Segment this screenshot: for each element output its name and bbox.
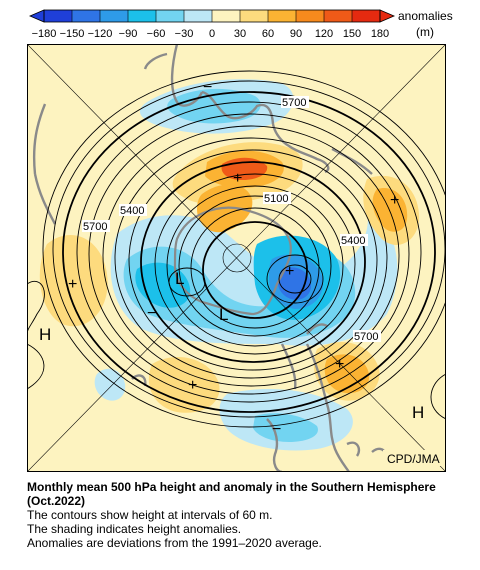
high-label-east: H: [412, 403, 424, 422]
colorbar-svg: −180 −150 −120 −90 −60 −30 0 30 60 90 120 150 180 an…: [28, 9, 453, 40]
map-svg: + + + + + + − − − 5700 5100 5400 5700: [27, 44, 446, 472]
colorbar-swatch: [100, 10, 129, 22]
colorbar-swatch: [352, 10, 381, 22]
colorbar-swatch: [128, 10, 157, 22]
colorbar-unit: (m): [416, 25, 434, 39]
colorbar-tick-label: −180: [32, 28, 57, 40]
colorbar-tick-label: −150: [60, 28, 85, 40]
plus-marker: +: [68, 276, 77, 293]
low-label-south: L: [219, 305, 228, 324]
plus-marker: +: [390, 192, 399, 209]
colorbar-tick-label: −90: [119, 28, 138, 40]
anomaly-colorbar: −180 −150 −120 −90 −60 −30 0 30 60 90 120 150 180 an…: [0, 0, 480, 44]
contour-label-5700-top: 5700: [282, 97, 306, 109]
contour-label-5700-right: 5700: [354, 331, 378, 343]
contour-label-5700-left: 5700: [83, 221, 107, 233]
graticule-diagonals: [27, 44, 446, 472]
colorbar-left-arrow: [28, 9, 45, 23]
anomaly-markers: + + + + + + − − −: [68, 79, 399, 438]
plus-marker: +: [233, 170, 242, 187]
colorbar-tick-label: 90: [290, 28, 302, 40]
strong-negative-shading: [135, 235, 341, 320]
map-frame: [27, 44, 446, 472]
figure-caption: Monthly mean 500 hPa height and anomaly …: [27, 480, 467, 550]
colorbar-tick-label: 30: [234, 28, 246, 40]
colorbar-tick-label: 60: [262, 28, 274, 40]
credit-label: CPD/JMA: [387, 452, 440, 466]
colorbar-right-arrow: [379, 9, 396, 23]
colorbar-swatch: [156, 10, 185, 22]
minus-marker: −: [147, 305, 156, 322]
colorbar-swatch: [184, 10, 213, 22]
colorbar-tick-label: −60: [147, 28, 166, 40]
pressure-centers: H H L L: [39, 269, 424, 422]
caption-line-anomalies: Anomalies are deviations from the 1991–2…: [27, 536, 322, 550]
colorbar-swatch: [44, 10, 73, 22]
colorbar-tick-label: 120: [315, 28, 333, 40]
caption-line-contours: The contours show height at intervals of…: [27, 508, 273, 522]
colorbar-swatch: [296, 10, 325, 22]
low-label-center: L: [175, 269, 184, 288]
colorbar-swatch: [268, 10, 297, 22]
colorbar-swatch: [72, 10, 101, 22]
minus-marker: −: [272, 421, 281, 438]
contour-labels: 5700 5100 5400 5700 5400 5700: [82, 96, 381, 343]
plus-marker: +: [335, 356, 344, 373]
colorbar-tick-label: 150: [343, 28, 361, 40]
colorbar-tick-label: 0: [209, 28, 215, 40]
colorbar-swatches: [44, 10, 381, 22]
colorbar-tick-label: −30: [175, 28, 194, 40]
colorbar-label: anomalies: [398, 9, 453, 23]
colorbar-ticks: −180 −150 −120 −90 −60 −30 0 30 60 90 120 150 180: [32, 10, 389, 40]
plus-marker: +: [285, 263, 294, 280]
caption-line-shading: The shading indicates height anomalies.: [27, 522, 242, 536]
colorbar-swatch: [212, 10, 241, 22]
colorbar-swatch: [324, 10, 353, 22]
hemisphere-map: + + + + + + − − − 5700 5100 5400 5700: [27, 44, 446, 472]
contour-label-5100: 5100: [264, 193, 288, 205]
minus-marker: −: [203, 79, 212, 96]
colorbar-tick-label: −120: [88, 28, 113, 40]
caption-title: Monthly mean 500 hPa height and anomaly …: [27, 480, 436, 508]
pole-circle: [222, 243, 252, 273]
colorbar-tick-label: 180: [371, 28, 389, 40]
contour-label-5400-left: 5400: [120, 205, 144, 217]
contour-label-5400-right: 5400: [341, 235, 365, 247]
plus-marker: +: [188, 377, 197, 394]
colorbar-swatch: [240, 10, 269, 22]
high-label-west: H: [39, 325, 51, 344]
